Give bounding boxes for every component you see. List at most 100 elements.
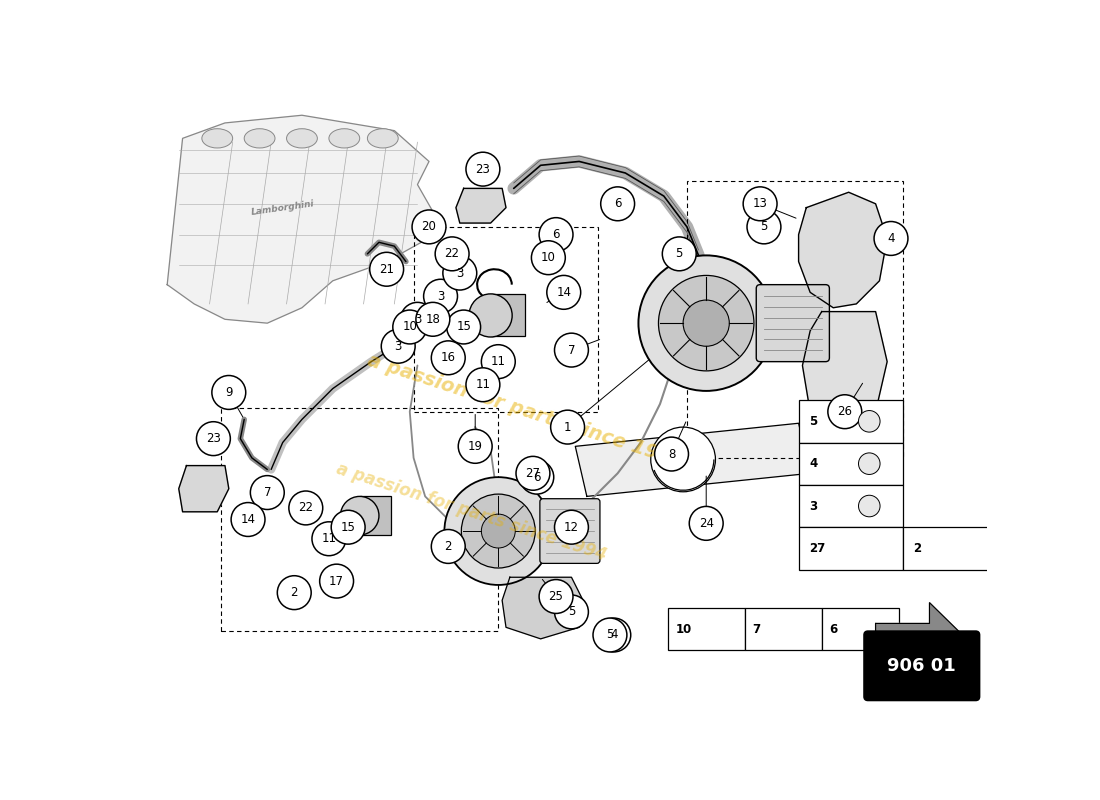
Text: 5: 5 (810, 415, 817, 428)
Circle shape (431, 530, 465, 563)
Circle shape (393, 310, 427, 344)
Circle shape (554, 333, 588, 367)
Bar (902, 527, 1007, 570)
FancyBboxPatch shape (864, 631, 979, 701)
Bar (745, 608, 822, 650)
Polygon shape (802, 311, 887, 427)
Ellipse shape (329, 129, 360, 148)
Circle shape (461, 494, 536, 568)
Circle shape (551, 410, 584, 444)
Circle shape (593, 618, 627, 652)
Circle shape (516, 456, 550, 490)
Text: 3: 3 (395, 340, 402, 353)
Circle shape (858, 453, 880, 474)
Circle shape (482, 514, 515, 548)
Circle shape (651, 427, 715, 492)
Circle shape (416, 302, 450, 336)
Text: 22: 22 (298, 502, 314, 514)
Text: 1: 1 (564, 421, 571, 434)
Circle shape (466, 368, 499, 402)
Circle shape (431, 341, 465, 374)
Circle shape (331, 510, 365, 544)
Circle shape (382, 330, 415, 363)
Text: 2: 2 (290, 586, 298, 599)
Text: a passion for parts since 1994: a passion for parts since 1994 (364, 351, 686, 472)
Circle shape (412, 210, 446, 244)
Circle shape (858, 495, 880, 517)
Circle shape (554, 510, 588, 544)
Text: 4: 4 (610, 629, 617, 642)
Text: 9: 9 (226, 386, 232, 399)
Bar (822, 608, 899, 650)
Text: 16: 16 (441, 351, 455, 364)
Text: 10: 10 (675, 622, 692, 636)
Circle shape (400, 302, 434, 336)
Polygon shape (876, 602, 967, 675)
Circle shape (447, 310, 481, 344)
Text: 6: 6 (552, 228, 560, 241)
Text: 27: 27 (526, 467, 540, 480)
Text: 7: 7 (264, 486, 271, 499)
Text: 5: 5 (606, 629, 614, 642)
Text: 10: 10 (403, 321, 417, 334)
Polygon shape (799, 192, 887, 308)
Circle shape (690, 506, 723, 540)
Text: 6: 6 (534, 470, 540, 484)
Circle shape (747, 210, 781, 244)
Text: 11: 11 (475, 378, 491, 391)
Circle shape (659, 275, 754, 371)
Text: 13: 13 (752, 198, 768, 210)
FancyBboxPatch shape (756, 285, 829, 362)
Text: 11: 11 (321, 532, 337, 546)
Circle shape (654, 437, 689, 471)
Circle shape (828, 394, 861, 429)
Text: 3: 3 (414, 313, 421, 326)
Text: 26: 26 (837, 405, 852, 418)
Text: 25: 25 (549, 590, 563, 603)
Circle shape (744, 187, 777, 221)
Circle shape (683, 300, 729, 346)
Bar (221, 408, 498, 631)
Bar (799, 527, 902, 570)
Circle shape (874, 222, 907, 255)
Bar (491, 294, 526, 336)
Ellipse shape (287, 129, 318, 148)
Text: 8: 8 (668, 447, 675, 461)
Text: 5: 5 (760, 221, 768, 234)
Circle shape (539, 579, 573, 614)
Circle shape (466, 152, 499, 186)
Text: 5: 5 (568, 606, 575, 618)
Ellipse shape (202, 129, 233, 148)
Bar (799, 400, 902, 442)
Circle shape (197, 422, 230, 455)
Circle shape (320, 564, 353, 598)
Text: 7: 7 (752, 622, 760, 636)
Text: 14: 14 (241, 513, 255, 526)
Bar (686, 181, 902, 458)
Bar (360, 496, 390, 535)
Bar (668, 608, 745, 650)
Circle shape (547, 275, 581, 310)
Text: 15: 15 (456, 321, 471, 334)
Circle shape (251, 476, 284, 510)
Text: 19: 19 (468, 440, 483, 453)
Circle shape (482, 345, 515, 378)
Circle shape (289, 491, 322, 525)
Text: 18: 18 (426, 313, 440, 326)
Circle shape (424, 279, 458, 313)
Text: 3: 3 (810, 499, 817, 513)
Circle shape (231, 502, 265, 537)
Circle shape (469, 294, 513, 337)
Polygon shape (167, 115, 432, 323)
Circle shape (858, 410, 880, 432)
Ellipse shape (244, 129, 275, 148)
Text: 23: 23 (206, 432, 221, 445)
Text: 2: 2 (444, 540, 452, 553)
Circle shape (638, 255, 774, 391)
Text: 21: 21 (379, 262, 394, 276)
Circle shape (277, 576, 311, 610)
Text: 10: 10 (541, 251, 556, 264)
Bar (414, 227, 598, 412)
Text: 24: 24 (698, 517, 714, 530)
Polygon shape (455, 188, 506, 223)
